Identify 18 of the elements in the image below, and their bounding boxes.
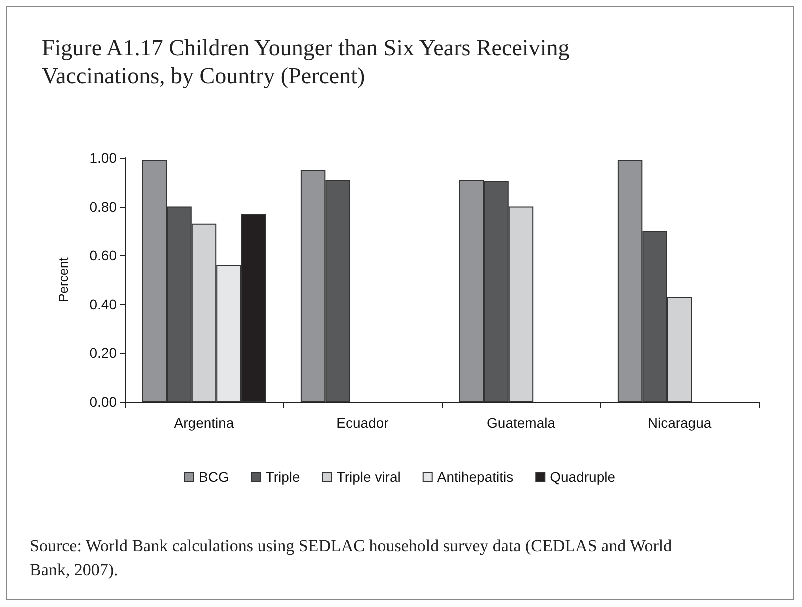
chart-title: Figure A1.17 Children Younger than Six Years Receiving Vaccinations, by Country (Percent) [42, 36, 576, 88]
y-axis-title: Percent [56, 257, 71, 302]
legend-label: Triple viral [336, 469, 401, 485]
x-tick-label: Argentina [174, 415, 234, 431]
y-tick-label: 1.00 [90, 150, 118, 166]
y-tick-label: 0.60 [90, 248, 118, 264]
y-tick-label: 0.40 [90, 296, 118, 312]
legend-label: Triple [266, 469, 301, 485]
legend-label: Antihepatitis [437, 469, 514, 485]
y-tick-label: 0.20 [90, 345, 118, 362]
legend-label: BCG [198, 469, 230, 485]
source-note: Source: World Bank calculations using SEDLAC household survey data (CEDLAS and World Bank, 2007). [30, 536, 676, 580]
x-tick-label: Nicaragua [648, 415, 712, 431]
legend-label: Quadruple [550, 469, 616, 485]
y-tick-label: 0.00 [90, 394, 118, 410]
x-tick-label: Ecuador [336, 415, 390, 431]
y-tick-label: 0.80 [90, 198, 118, 215]
x-tick-label: Guatemala [487, 415, 556, 431]
